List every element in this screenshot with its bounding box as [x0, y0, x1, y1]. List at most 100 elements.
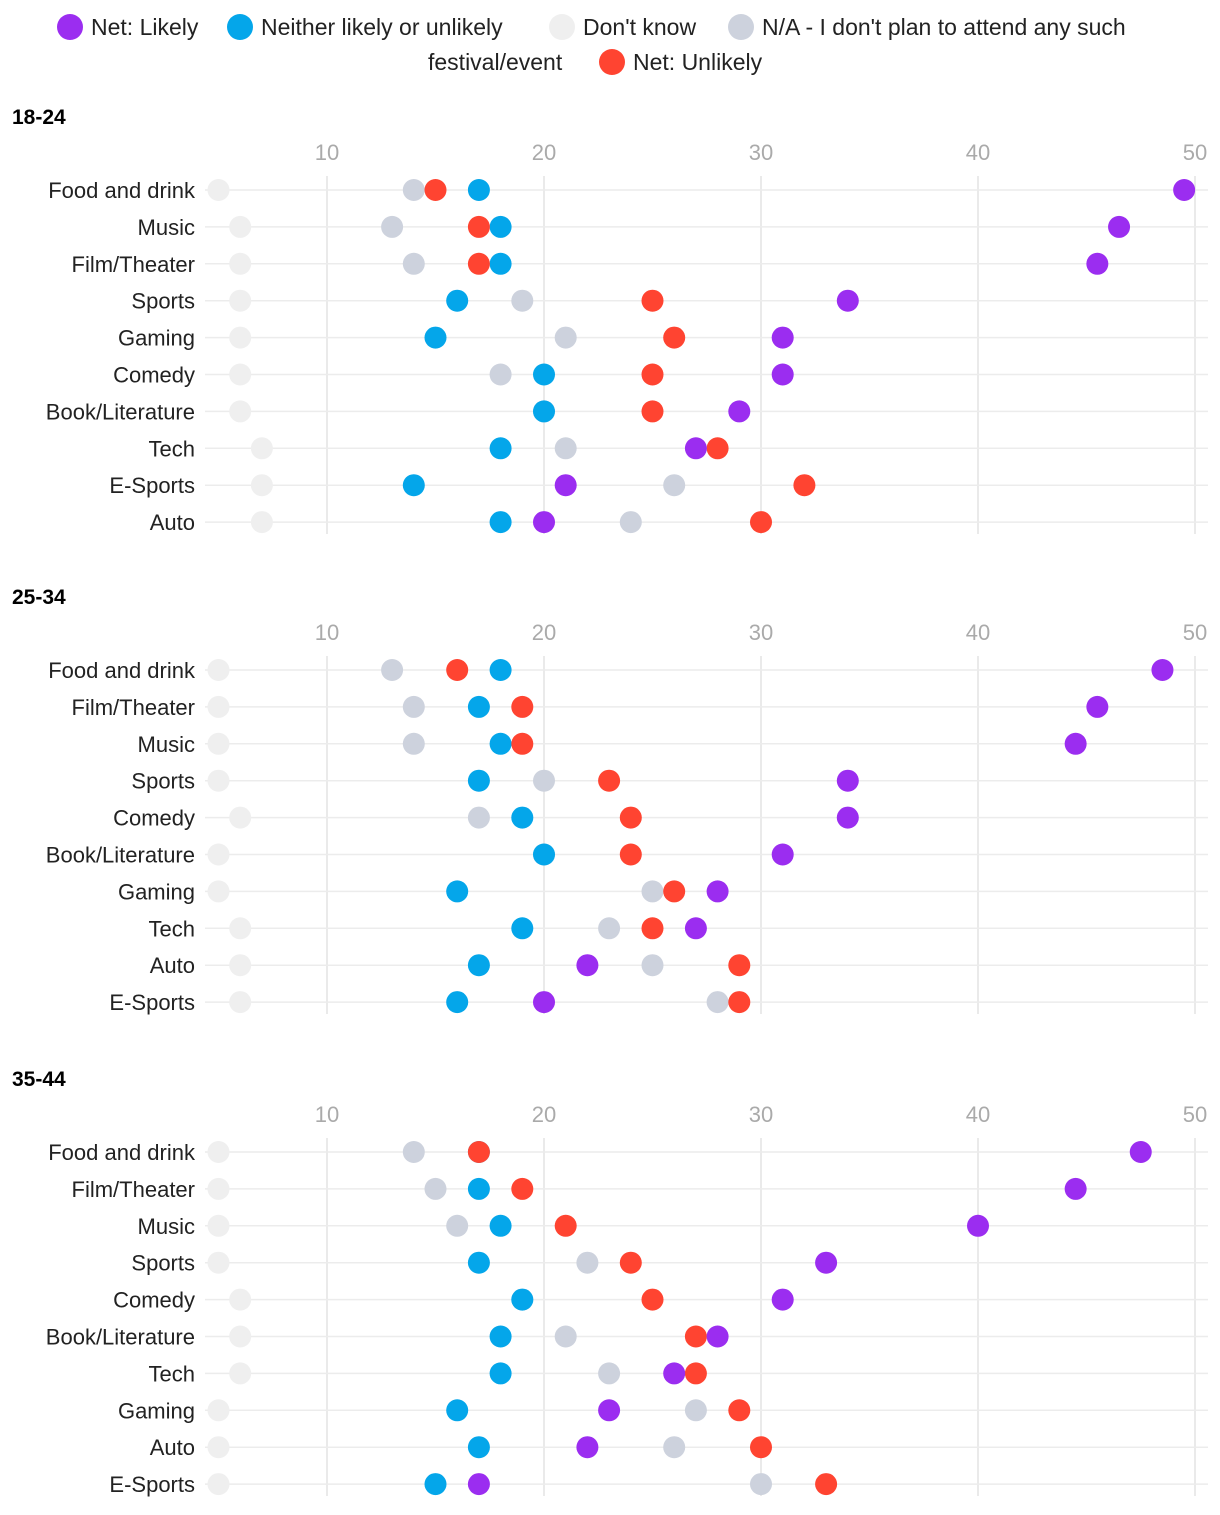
dot-unlikely: [750, 511, 772, 534]
dot-unlikely: [511, 732, 534, 755]
dot-likely: [533, 511, 555, 534]
dot-dontknow: [229, 917, 252, 940]
dot-na: [641, 880, 664, 903]
dot-neither: [467, 769, 490, 792]
dot-dontknow: [207, 695, 230, 718]
dot-likely: [1108, 215, 1131, 238]
dot-likely: [967, 1214, 989, 1237]
dot-dontknow: [207, 880, 230, 903]
dot-dontknow: [207, 179, 230, 201]
dot-neither: [446, 289, 469, 312]
dot-neither: [446, 1399, 469, 1422]
dot-neither: [489, 659, 512, 681]
dot-likely: [728, 400, 751, 423]
dot-dontknow: [229, 215, 252, 238]
dot-neither: [489, 252, 512, 275]
dot-neither: [489, 1325, 512, 1348]
dot-dontknow: [207, 1473, 230, 1496]
dot-likely: [836, 806, 859, 829]
row-label: Book/Literature: [46, 399, 195, 424]
dot-likely: [771, 326, 794, 349]
x-tick-label: 40: [966, 140, 990, 165]
dot-dontknow: [207, 659, 230, 681]
x-tick-label: 50: [1183, 620, 1207, 645]
panel-title: 35-44: [12, 1068, 66, 1091]
dot-unlikely: [641, 917, 664, 940]
dot-na: [381, 215, 404, 238]
dot-likely: [576, 1436, 599, 1459]
dot-likely: [836, 769, 859, 792]
legend-label-likely: Net: Likely: [91, 14, 199, 40]
dot-dontknow: [229, 252, 252, 275]
row-label: Gaming: [118, 879, 195, 904]
legend-label-na: N/A - I don't plan to attend any such: [762, 14, 1126, 40]
dot-na: [402, 179, 425, 201]
dot-na: [663, 1436, 686, 1459]
legend-label-na-continued: festival/event: [428, 49, 563, 75]
dot-likely: [706, 880, 729, 903]
dot-dontknow: [229, 363, 252, 386]
dot-unlikely: [750, 1436, 772, 1459]
x-tick-label: 40: [966, 620, 990, 645]
dot-unlikely: [619, 806, 642, 829]
dot-likely: [684, 917, 707, 940]
dot-neither: [467, 1251, 490, 1274]
legend-swatch-likely: [57, 14, 83, 40]
dot-dontknow: [207, 1214, 230, 1237]
dot-dontknow: [229, 1325, 252, 1348]
dot-na: [619, 511, 642, 534]
dot-dontknow: [229, 1288, 252, 1311]
legend-label-neither: Neither likely or unlikely: [261, 14, 503, 40]
dot-unlikely: [815, 1473, 838, 1496]
dot-na: [684, 1399, 707, 1422]
dot-unlikely: [511, 695, 534, 718]
dot-na: [402, 732, 425, 755]
dot-unlikely: [467, 1141, 490, 1163]
dot-dontknow: [250, 474, 273, 497]
x-tick-label: 30: [749, 620, 773, 645]
dot-neither: [446, 880, 469, 903]
dot-likely: [1129, 1141, 1152, 1163]
dot-na: [750, 1473, 772, 1496]
dot-na: [706, 991, 729, 1014]
dot-na: [446, 1214, 469, 1237]
dot-dontknow: [207, 1399, 230, 1422]
dot-unlikely: [663, 880, 686, 903]
dot-likely: [771, 363, 794, 386]
legend-swatch-na: [728, 14, 754, 40]
dot-likely: [815, 1251, 838, 1274]
row-label: Sports: [131, 289, 195, 314]
dot-dontknow: [229, 326, 252, 349]
dot-na: [576, 1251, 599, 1274]
dot-neither: [424, 326, 447, 349]
row-label: E-Sports: [109, 473, 195, 498]
dot-unlikely: [728, 991, 751, 1014]
row-label: Film/Theater: [72, 1177, 195, 1202]
dot-na: [381, 659, 404, 681]
dot-likely: [1064, 1177, 1087, 1200]
dot-unlikely: [728, 1399, 751, 1422]
row-label: Comedy: [113, 1288, 195, 1313]
dot-neither: [467, 1436, 490, 1459]
dot-neither: [489, 1214, 512, 1237]
dot-unlikely: [598, 769, 621, 792]
dot-unlikely: [619, 843, 642, 866]
dot-na: [554, 1325, 577, 1348]
dot-na: [402, 252, 425, 275]
dot-unlikely: [684, 1362, 707, 1385]
dot-likely: [1086, 695, 1109, 718]
legend-label-dontknow: Don't know: [583, 14, 696, 40]
row-label: Auto: [150, 510, 195, 535]
dot-unlikely: [706, 437, 729, 460]
x-tick-label: 10: [315, 1102, 339, 1127]
dot-dontknow: [207, 1251, 230, 1274]
dot-na: [663, 474, 686, 497]
dot-unlikely: [728, 954, 751, 977]
x-tick-label: 20: [532, 620, 556, 645]
dot-likely: [1064, 732, 1087, 755]
dot-na: [598, 1362, 621, 1385]
dot-likely: [533, 991, 555, 1014]
row-label: Music: [138, 732, 195, 757]
dot-neither: [511, 917, 534, 940]
